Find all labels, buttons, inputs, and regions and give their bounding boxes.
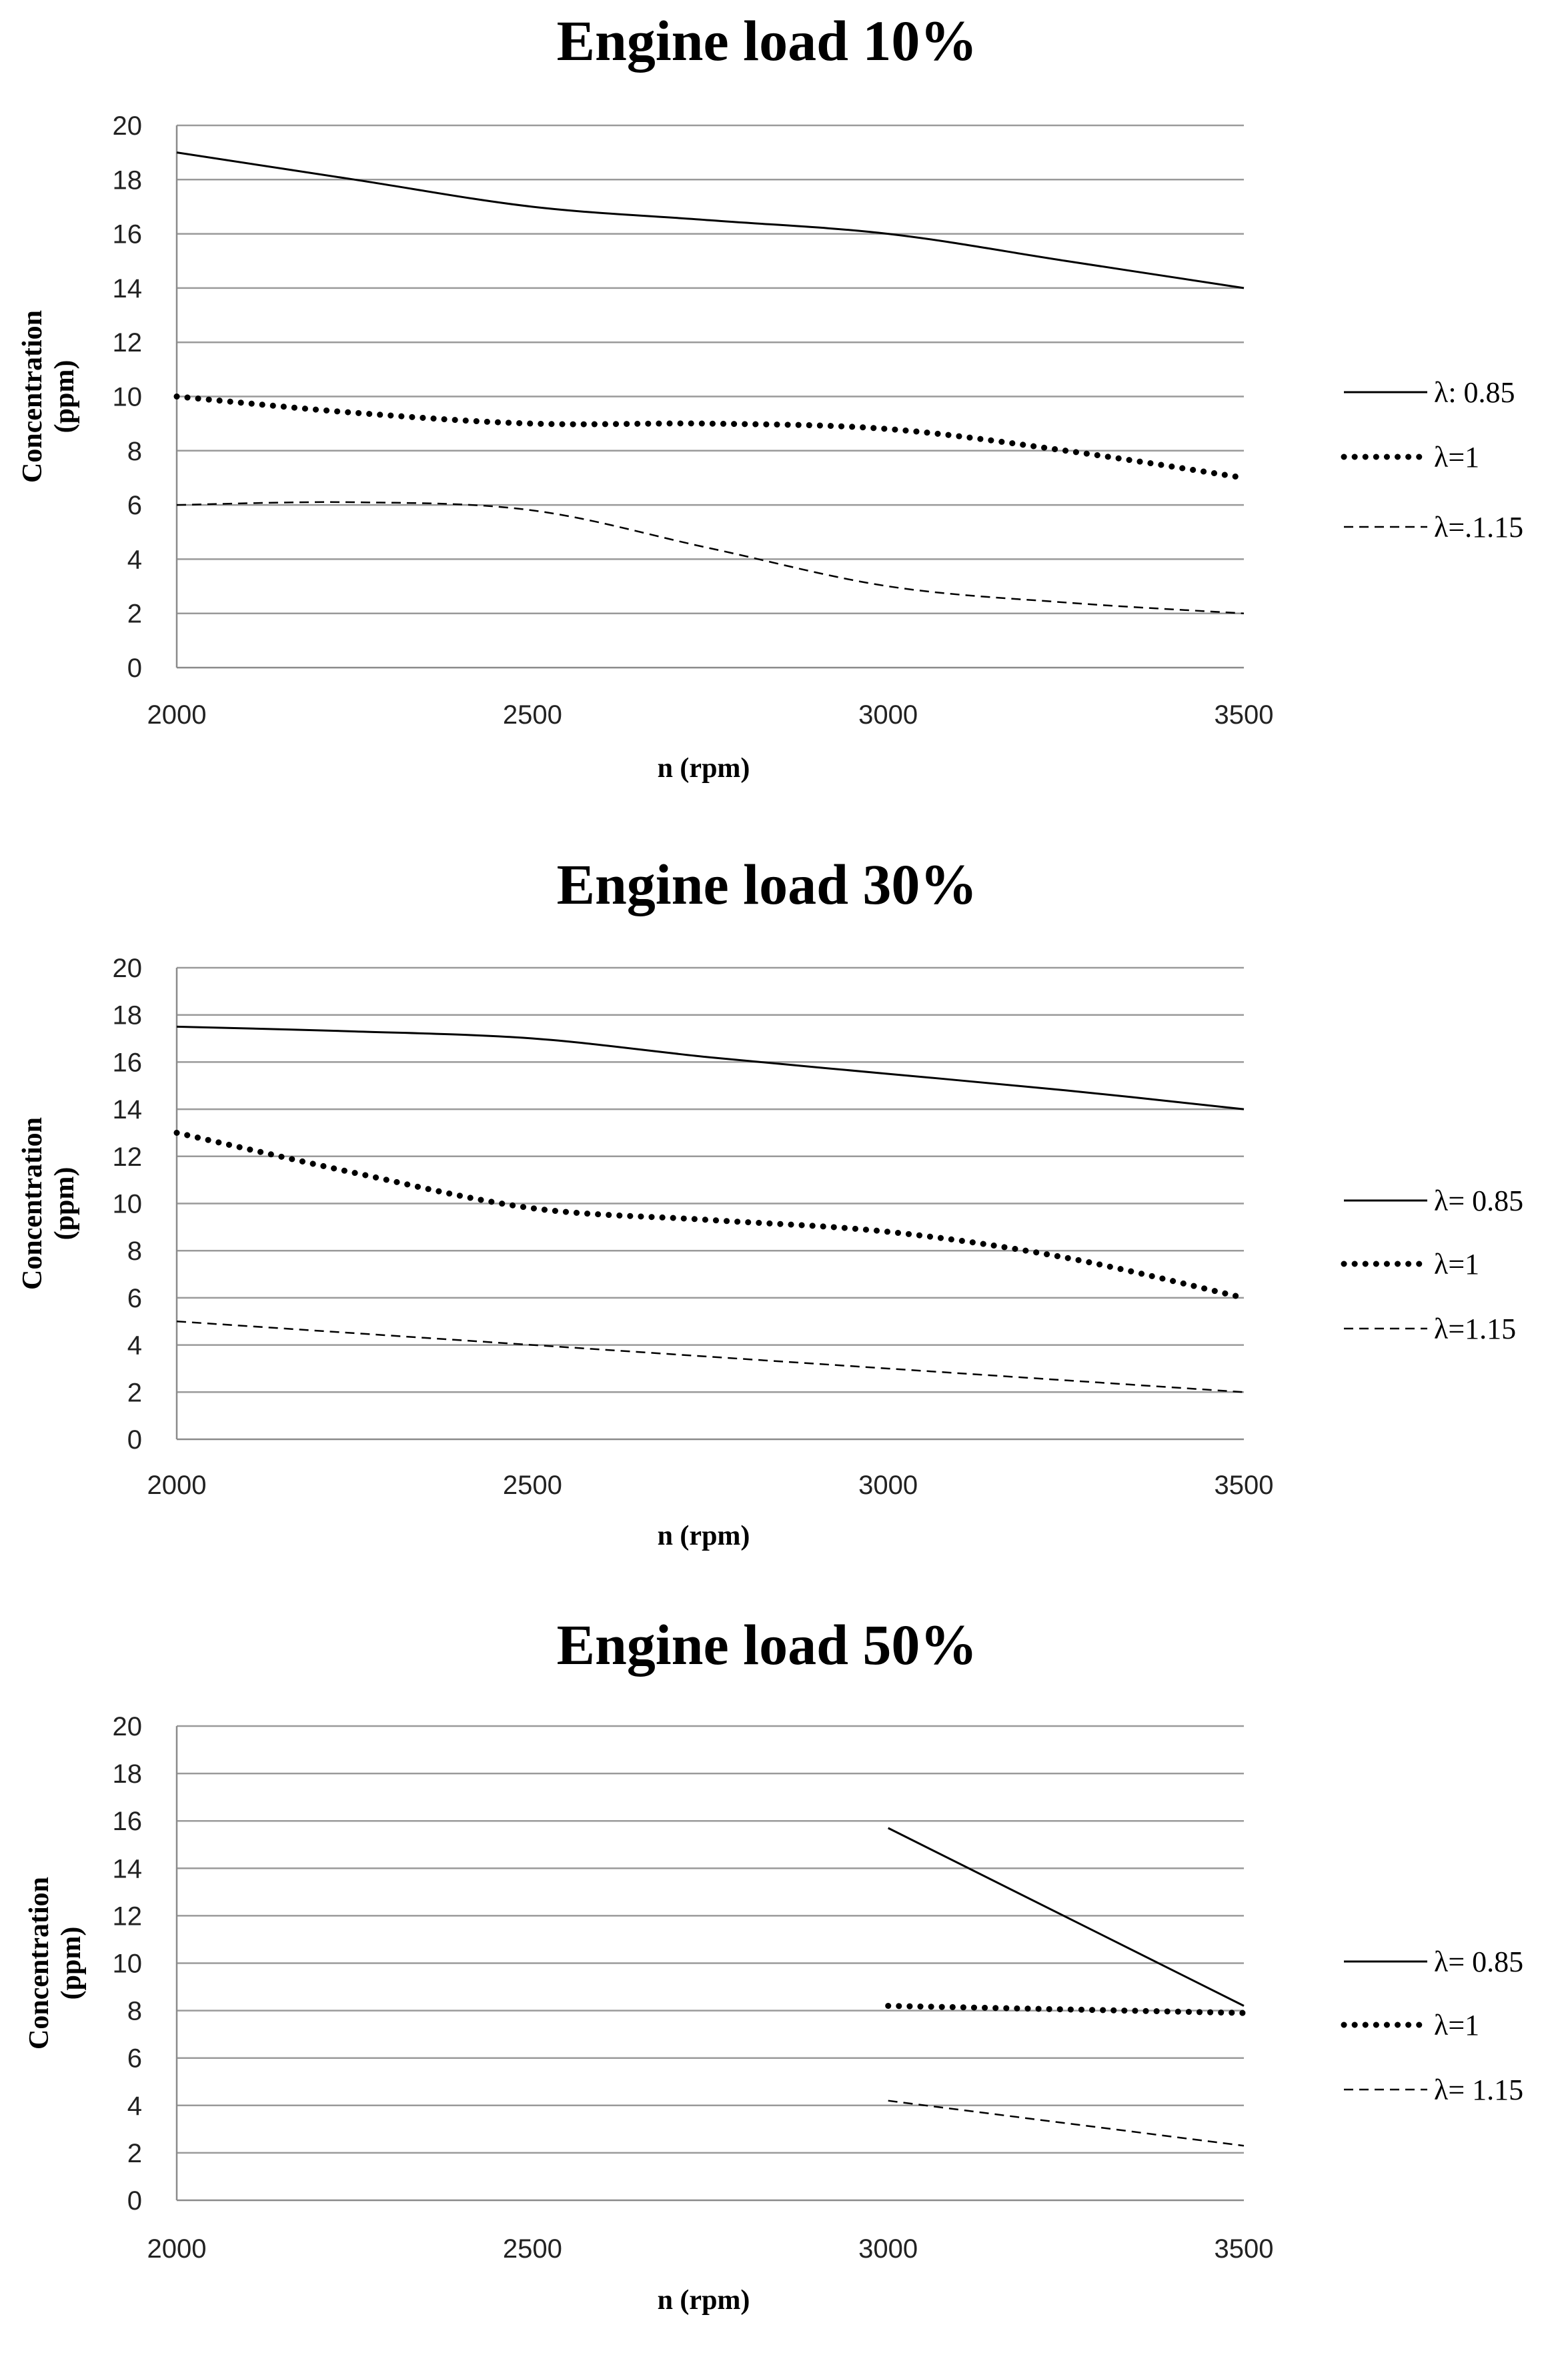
y-tick-label: 2 xyxy=(127,1378,142,1407)
series-line-dashed xyxy=(176,501,1245,614)
x-tick-label: 3500 xyxy=(1215,700,1274,730)
y-tick-label: 0 xyxy=(127,1425,142,1455)
y-tick-label: 4 xyxy=(127,2092,142,2121)
x-axis-label: n (rpm) xyxy=(658,1521,750,1551)
y-tick-label: 8 xyxy=(127,1237,142,1266)
x-axis-label: n (rpm) xyxy=(658,753,750,784)
chart-3: Engine load 50% 0 2 4 6 8 10 12 14 16 18 20 2000 2500… xyxy=(24,1613,1523,2316)
y-tick-label: 16 xyxy=(113,220,143,249)
x-tick-label: 3500 xyxy=(1215,1471,1274,1500)
y-tick-label: 10 xyxy=(113,1949,143,1979)
series-line-dotted xyxy=(173,1129,1247,1301)
y-tick-label: 18 xyxy=(113,165,143,195)
y-axis-label-line: Concentration xyxy=(24,1877,55,2050)
y-tick-label: 6 xyxy=(127,1284,142,1313)
y-tick-label: 18 xyxy=(113,1001,143,1030)
y-tick-label: 6 xyxy=(127,491,142,520)
y-tick-label: 14 xyxy=(113,1095,143,1124)
y-axis-label-line: (ppm) xyxy=(56,1927,87,2000)
y-tick-label: 12 xyxy=(113,1901,143,1931)
y-tick-label: 16 xyxy=(113,1807,143,1836)
legend-label: λ=1.15 xyxy=(1434,1313,1516,1345)
series-line-dashed xyxy=(176,1321,1245,1393)
chart-title: Engine load 10% xyxy=(557,9,978,73)
series-line-solid xyxy=(176,151,1245,289)
legend-label: λ=1 xyxy=(1434,441,1479,474)
y-axis-label: Concentration(ppm) xyxy=(17,1117,80,1290)
y-axis-label-line: (ppm) xyxy=(49,360,80,434)
legend-label: λ=1 xyxy=(1434,2009,1479,2042)
legend-label: λ=1 xyxy=(1434,1248,1479,1281)
legend-label: λ= 0.85 xyxy=(1434,1945,1523,1978)
x-tick-label: 3000 xyxy=(858,700,918,730)
x-tick-label: 2500 xyxy=(503,700,562,730)
y-tick-label: 14 xyxy=(113,1854,143,1883)
y-tick-label: 20 xyxy=(113,111,143,141)
chart-title: Engine load 50% xyxy=(557,1613,978,1677)
y-tick-label: 20 xyxy=(113,954,143,983)
y-tick-label: 12 xyxy=(113,328,143,357)
series-line-dashed xyxy=(888,2100,1245,2147)
y-tick-label: 6 xyxy=(127,2044,142,2074)
y-tick-label: 0 xyxy=(127,654,142,683)
y-tick-label: 4 xyxy=(127,545,142,574)
x-tick-label: 2500 xyxy=(503,1471,562,1500)
x-tick-label: 3000 xyxy=(858,2234,918,2264)
y-tick-label: 2 xyxy=(127,2139,142,2168)
x-tick-label: 2500 xyxy=(503,2234,562,2264)
chart-1: Engine load 10% 0 2 4 6 8 10 12 14 16 18 20 2000 2500… xyxy=(17,9,1523,784)
y-tick-label: 12 xyxy=(113,1142,143,1172)
y-tick-label: 2 xyxy=(127,600,142,629)
series-line-solid xyxy=(887,1827,1245,2007)
chart-2: Engine load 30% 0 2 4 6 8 10 12 14 16 18 20 2000 2500… xyxy=(17,852,1523,1551)
series-line-dotted xyxy=(885,2002,1247,2016)
y-axis-label: Concentration(ppm) xyxy=(17,310,80,483)
y-tick-label: 8 xyxy=(127,437,142,466)
legend-label: λ= 1.15 xyxy=(1434,2074,1523,2106)
y-tick-label: 14 xyxy=(113,274,143,303)
x-tick-label: 3000 xyxy=(858,1471,918,1500)
chart-title: Engine load 30% xyxy=(557,852,978,916)
y-tick-label: 0 xyxy=(127,2186,142,2216)
series-line-solid xyxy=(176,1025,1245,1110)
series-line-dotted xyxy=(173,394,1247,481)
x-axis-label: n (rpm) xyxy=(658,2285,750,2316)
y-tick-label: 20 xyxy=(113,1712,143,1741)
y-tick-label: 16 xyxy=(113,1048,143,1077)
y-tick-label: 4 xyxy=(127,1331,142,1361)
y-tick-label: 8 xyxy=(127,1997,142,2026)
x-tick-label: 2000 xyxy=(147,700,207,730)
y-tick-label: 18 xyxy=(113,1759,143,1789)
legend-label: λ: 0.85 xyxy=(1434,376,1515,409)
y-axis-label-line: (ppm) xyxy=(49,1167,80,1241)
y-axis-label: Concentration(ppm) xyxy=(24,1877,87,2050)
y-axis-label-line: Concentration xyxy=(17,1117,48,1290)
y-tick-label: 10 xyxy=(113,383,143,412)
x-tick-label: 3500 xyxy=(1215,2234,1274,2264)
y-axis-label-line: Concentration xyxy=(17,310,48,483)
x-tick-label: 2000 xyxy=(147,1471,207,1500)
x-tick-label: 2000 xyxy=(147,2234,207,2264)
y-tick-label: 10 xyxy=(113,1190,143,1219)
legend-label: λ= 0.85 xyxy=(1434,1185,1523,1217)
legend-label: λ=.1.15 xyxy=(1434,511,1523,544)
